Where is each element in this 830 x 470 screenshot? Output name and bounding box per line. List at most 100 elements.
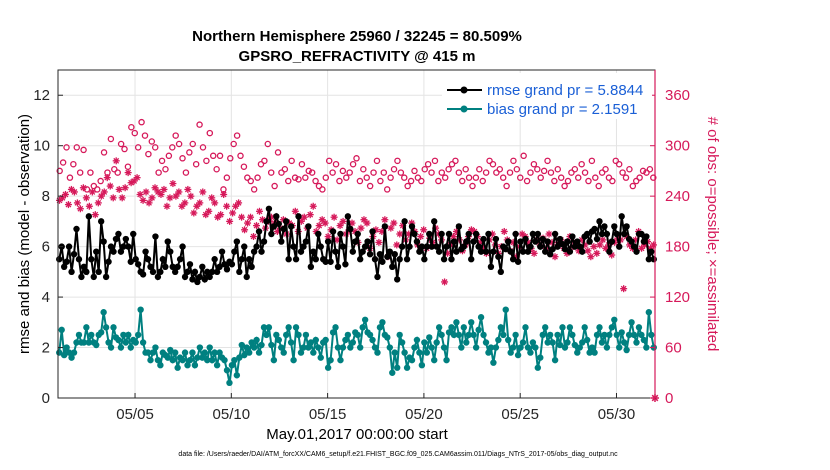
rmse-point (620, 230, 628, 238)
rmse-point (278, 238, 285, 245)
bias-point (206, 344, 213, 351)
rmse-point (643, 233, 650, 240)
asterisk-stroke (552, 253, 558, 260)
bias-point (438, 331, 445, 339)
asterisk-stroke (187, 193, 194, 200)
bias-point (482, 339, 490, 346)
assimilated-obs-point (241, 226, 249, 234)
assimilated-obs-point (229, 209, 237, 217)
possible-obs-point (592, 174, 599, 181)
rmse-point (332, 248, 339, 255)
rmse-point (583, 230, 591, 238)
rmse-point (85, 213, 93, 220)
bias-point (322, 336, 329, 344)
rmse-point (576, 243, 583, 250)
rmse-point (371, 256, 379, 263)
possible-obs-point (332, 160, 340, 168)
asterisk-stroke (110, 194, 117, 201)
possible-obs-point (356, 177, 364, 185)
asterisk-stroke (226, 218, 233, 225)
possible-obs-point (138, 118, 145, 126)
bias-point (418, 362, 426, 369)
assimilated-obs-point (211, 199, 219, 207)
asterisk-stroke (256, 208, 263, 215)
possible-obs-point (213, 165, 220, 173)
possible-obs-point (615, 160, 623, 168)
rmse-point (273, 213, 280, 220)
possible-obs-point (145, 150, 152, 158)
possible-obs-point (93, 186, 101, 193)
rmse-point (93, 248, 100, 255)
possible-obs-point (643, 169, 650, 176)
rmse-point (68, 268, 75, 276)
bias-point (147, 356, 154, 364)
rmse-point (440, 256, 448, 263)
bias-point (194, 354, 201, 361)
possible-obs-point (510, 157, 517, 165)
asterisk-stroke (292, 208, 299, 215)
assimilated-obs-point (306, 211, 314, 219)
bias-point (213, 362, 221, 369)
possible-obs-point (363, 174, 370, 181)
bias-point (389, 369, 396, 376)
asterisk-stroke (134, 174, 141, 181)
rmse-point (465, 230, 472, 238)
possible-obs-point (257, 160, 265, 168)
possible-obs-point (158, 157, 166, 165)
rmse-point (295, 213, 302, 220)
asterisk-stroke (92, 211, 99, 218)
bias-point (645, 309, 653, 316)
rmse-point (361, 243, 369, 250)
possible-obs-point (121, 145, 128, 153)
bias-point (606, 331, 613, 339)
rmse-point (369, 228, 376, 235)
x-tick-label: 05/25 (501, 406, 539, 423)
possible-obs-point (387, 174, 394, 181)
rmse-point (238, 256, 245, 263)
rmse-point (384, 253, 391, 260)
bias-point (468, 319, 475, 326)
bias-point (633, 339, 640, 346)
bias-point (307, 339, 315, 346)
possible-obs-point (496, 165, 504, 173)
bias-point (475, 326, 482, 334)
bias-point (70, 349, 78, 356)
rmse-point (468, 256, 475, 263)
rmse-point (389, 263, 396, 270)
rmse-point (470, 238, 477, 245)
bias-point (618, 329, 625, 336)
x-tick-label: 05/05 (116, 406, 154, 423)
rmse-point (164, 238, 171, 245)
bias-point (472, 344, 480, 351)
bias-point (191, 362, 199, 369)
asterisk-stroke (62, 191, 69, 198)
rmse-point (174, 263, 181, 270)
bias-point (332, 324, 339, 331)
possible-obs-point (537, 174, 544, 181)
bias-point (559, 324, 566, 331)
bias-point (421, 339, 428, 346)
rmse-point (110, 248, 117, 255)
rmse-point (596, 218, 603, 225)
asterisk-stroke (620, 285, 627, 292)
rmse-point (416, 248, 423, 255)
bias-point (532, 344, 539, 351)
assimilated-obs-point (530, 249, 538, 257)
bias-point (125, 331, 132, 339)
possible-obs-point (622, 174, 630, 181)
bias-point (216, 349, 223, 356)
possible-obs-point (465, 174, 473, 181)
rmse-point (475, 243, 482, 250)
rmse-point (571, 243, 579, 250)
rmse-point (206, 273, 213, 281)
rmse-point (248, 263, 255, 270)
bias-point (480, 331, 487, 339)
asterisk-stroke (184, 186, 191, 193)
bias-point (236, 354, 243, 361)
possible-obs-point (274, 149, 282, 156)
assimilated-obs-point (396, 230, 404, 238)
assimilated-obs-point (255, 207, 263, 215)
possible-obs-point (291, 174, 299, 181)
possible-obs-point (435, 177, 442, 185)
rmse-point (593, 235, 601, 243)
